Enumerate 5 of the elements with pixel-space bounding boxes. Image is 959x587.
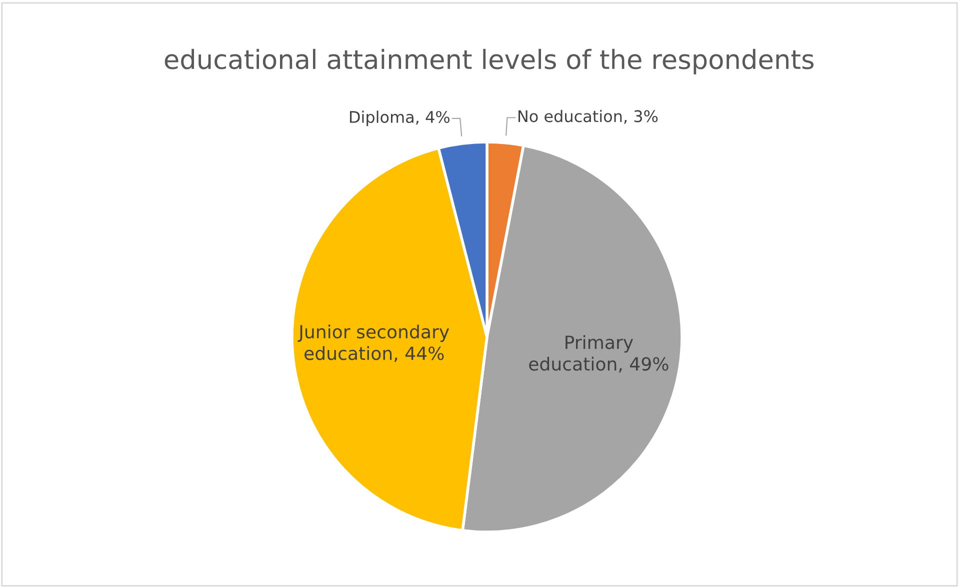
slice-label: Primary education, 49% xyxy=(529,335,668,373)
slice-label: No education, 3% xyxy=(518,110,658,124)
chart-title: educational attainment levels of the respondents xyxy=(164,48,814,74)
slice-label: Diploma, 4% xyxy=(350,110,450,126)
slice-label: Junior secondary education, 44% xyxy=(298,324,450,362)
